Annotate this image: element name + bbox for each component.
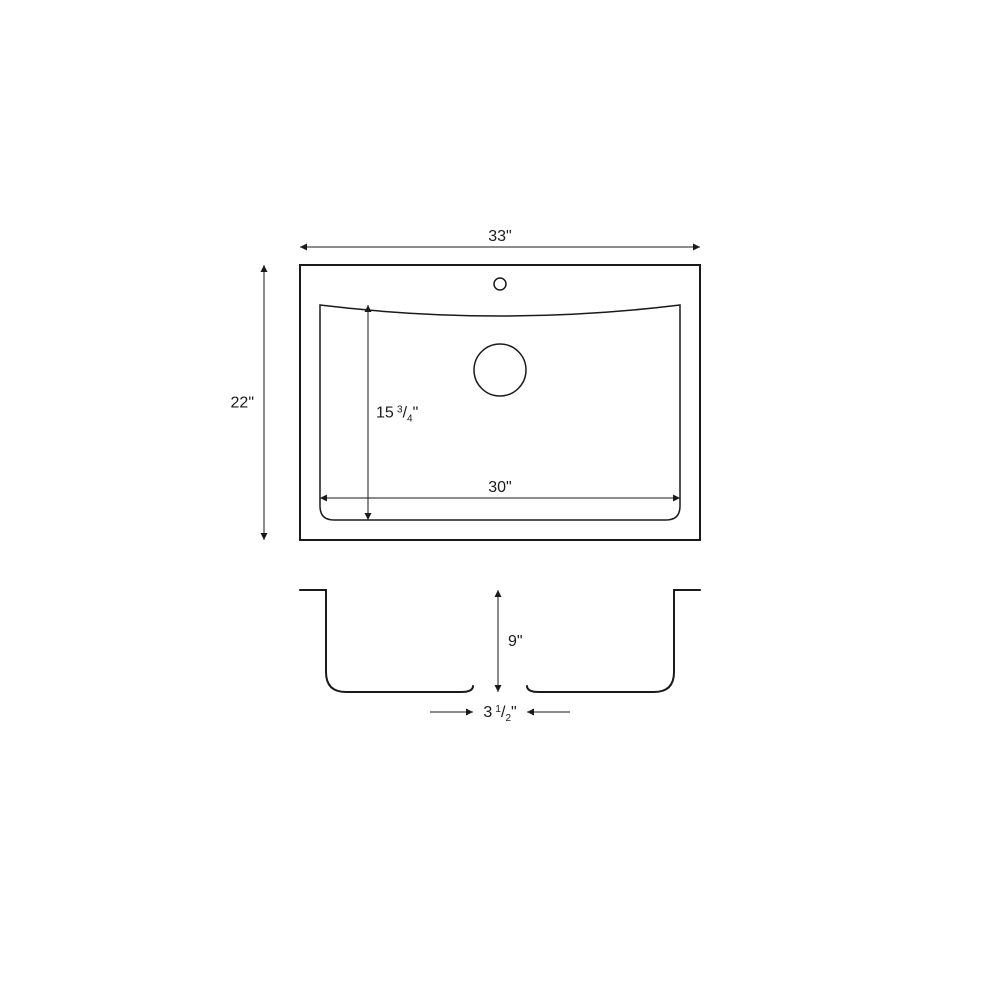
svg-text:15 3/4": 15 3/4" [376, 405, 418, 425]
svg-text:22": 22" [231, 395, 254, 412]
sink-dimension-diagram: 33" 22" 30" 15 3/4" 9" 3 1/2" [0, 0, 1000, 1000]
svg-text:33": 33" [488, 228, 511, 245]
svg-text:9": 9" [508, 633, 523, 650]
svg-text:30": 30" [488, 479, 511, 496]
svg-text:3 1/2": 3 1/2" [483, 704, 516, 724]
